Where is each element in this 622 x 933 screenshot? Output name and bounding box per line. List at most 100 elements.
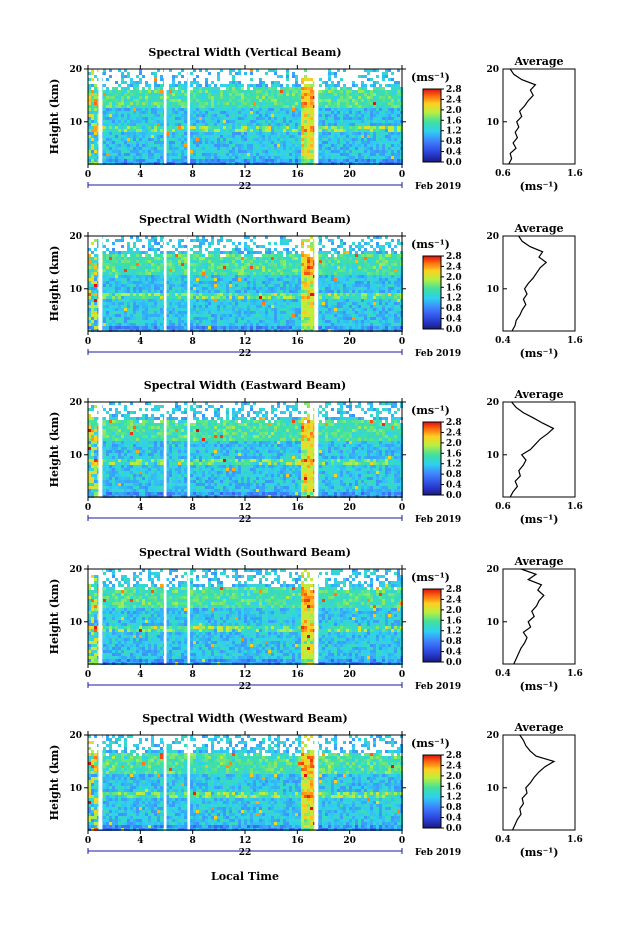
colorbar-tick-label: 0.0 (446, 325, 462, 335)
panel-title: Spectral Width (Westward Beam) (142, 712, 347, 725)
average-frame (503, 735, 575, 830)
data-gap (164, 735, 167, 830)
colorbar-tick-label: 2.4 (446, 95, 462, 105)
y-tick-label: 20 (69, 65, 82, 75)
y-tick-label: 10 (69, 618, 82, 628)
average-frame (503, 402, 575, 497)
colorbar-tick-label: 1.6 (446, 616, 462, 626)
x-tick-label: 20 (343, 503, 356, 513)
average-title: Average (513, 222, 563, 235)
x-tick-label: 20 (343, 337, 356, 347)
y-axis-label: Height (km) (48, 79, 61, 155)
heatmap-cells (88, 402, 403, 498)
y-tick-label: 20 (69, 232, 82, 242)
colorbar (423, 589, 441, 662)
x-tick-label: 0 (85, 170, 91, 180)
x-tick-label: 12 (239, 170, 252, 180)
average-title: Average (513, 55, 563, 68)
average-y-tick-label: 20 (486, 65, 499, 75)
panel-4: Spectral Width (Southward Beam)2010Heigh… (48, 546, 583, 693)
average-x-tick-label: 1.6 (567, 169, 583, 179)
colorbar-tick-label: 1.2 (446, 627, 462, 637)
colorbar-unit: (ms⁻¹) (411, 404, 450, 417)
colorbar-tick-label: 1.6 (446, 449, 462, 459)
colorbar-tick-label: 2.0 (446, 273, 462, 283)
colorbar-tick-label: 1.2 (446, 460, 462, 470)
average-y-tick-label: 20 (486, 232, 499, 242)
average-y-tick-label: 10 (486, 451, 499, 461)
panel-1: Spectral Width (Vertical Beam)2010Height… (48, 46, 583, 193)
heatmap-cells (88, 69, 403, 165)
colorbar-tick-label: 2.8 (446, 252, 462, 262)
colorbar-tick-label: 1.2 (446, 127, 462, 137)
colorbar-tick-label: 0.0 (446, 158, 462, 168)
colorbar-tick-label: 2.0 (446, 606, 462, 616)
y-tick-label: 20 (69, 565, 82, 575)
x-tick-label: 16 (291, 170, 304, 180)
colorbar-tick-label: 1.6 (446, 116, 462, 126)
x-tick-label: 4 (137, 170, 143, 180)
colorbar-tick-label: 0.4 (446, 148, 462, 158)
colorbar-tick-label: 0.0 (446, 491, 462, 501)
colorbar-tick-label: 2.8 (446, 418, 462, 428)
data-gap (164, 569, 167, 664)
average-profile-line (513, 735, 554, 830)
average-x-axis-label: (ms⁻¹) (520, 513, 559, 526)
colorbar (423, 89, 441, 162)
average-x-axis-label: (ms⁻¹) (520, 680, 559, 693)
x-tick-label: 12 (239, 337, 252, 347)
colorbar-tick-label: 1.2 (446, 793, 462, 803)
x-tick-label: 0 (85, 670, 91, 680)
colorbar-tick-label: 2.4 (446, 262, 462, 272)
colorbar-tick-label: 2.0 (446, 439, 462, 449)
date-day-label: 22 (239, 182, 252, 192)
x-tick-label: 8 (190, 503, 196, 513)
x-tick-label: 0 (399, 337, 405, 347)
date-month-year-label: Feb 2019 (415, 682, 461, 692)
y-axis-label: Height (km) (48, 412, 61, 488)
average-y-tick-label: 10 (486, 118, 499, 128)
x-tick-label: 8 (190, 337, 196, 347)
date-day-label: 22 (239, 349, 252, 359)
x-tick-label: 16 (291, 670, 304, 680)
colorbar-tick-label: 0.4 (446, 814, 462, 824)
average-title: Average (513, 555, 563, 568)
colorbar-unit: (ms⁻¹) (411, 71, 450, 84)
colorbar-unit: (ms⁻¹) (411, 571, 450, 584)
data-gap (187, 69, 190, 164)
average-x-tick-label: 1.6 (567, 669, 583, 679)
y-tick-label: 10 (69, 118, 82, 128)
x-tick-label: 4 (137, 337, 143, 347)
data-gap (314, 69, 318, 164)
panel-2: Spectral Width (Northward Beam) 20 10 Heigh… (48, 213, 583, 360)
y-axis-label: Height (km) (48, 246, 61, 322)
y-axis-label: Height (km) (48, 745, 61, 821)
date-month-year-label: Feb 2019 (415, 515, 461, 525)
average-title: Average (513, 721, 563, 734)
x-tick-label: 16 (291, 503, 304, 513)
average-y-tick-label: 10 (486, 618, 499, 628)
average-y-tick-label: 10 (486, 784, 499, 794)
data-gap (314, 402, 318, 497)
x-tick-label: 0 (85, 503, 91, 513)
colorbar-tick-label: 0.0 (446, 824, 462, 834)
y-tick-label: 10 (69, 285, 82, 295)
colorbar-tick-label: 2.8 (446, 85, 462, 95)
x-tick-label: 0 (399, 503, 405, 513)
y-tick-label: 10 (69, 784, 82, 794)
data-gap (314, 735, 318, 830)
data-gap (98, 735, 102, 830)
data-gap (187, 735, 190, 830)
colorbar (423, 755, 441, 828)
x-tick-label: 20 (343, 170, 356, 180)
x-tick-label: 20 (343, 670, 356, 680)
average-x-tick-label: 0.4 (495, 835, 511, 845)
average-profile-line (510, 402, 553, 497)
heatmap-cells (88, 236, 403, 332)
data-gap (164, 69, 167, 164)
colorbar-tick-label: 0.8 (446, 137, 462, 147)
colorbar-tick-label: 2.8 (446, 751, 462, 761)
colorbar-tick-label: 0.4 (446, 648, 462, 658)
panel-title: Spectral Width (Northward Beam) (139, 213, 351, 226)
